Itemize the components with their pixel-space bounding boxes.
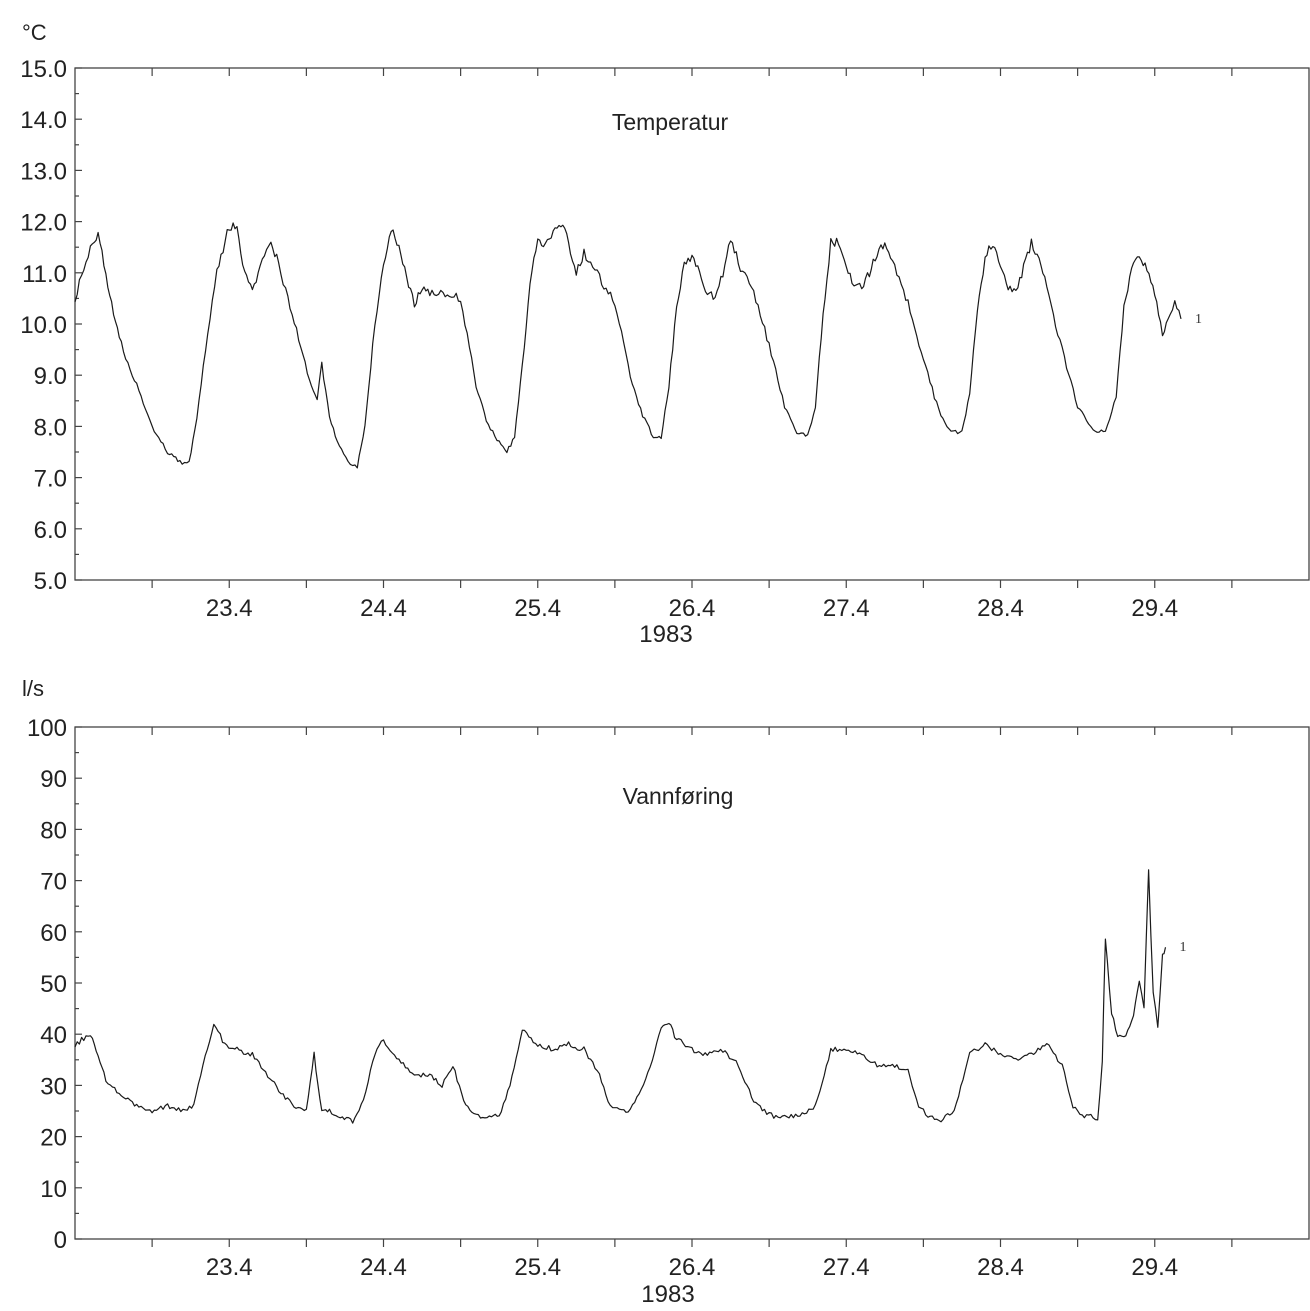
temperature-x-tick-label: 26.4 — [669, 595, 716, 622]
temperature-x-tick-label: 25.4 — [514, 595, 561, 622]
temperature-plot-frame — [74, 67, 1310, 581]
temperature-chart-title: Temperatur — [612, 109, 729, 135]
temperature-x-tick-label: 29.4 — [1131, 595, 1178, 622]
temperature-x-tick-label: 24.4 — [360, 595, 407, 622]
discharge-x-tick-label: 28.4 — [977, 1254, 1024, 1281]
discharge-y-tick-label: 50 — [40, 971, 67, 998]
discharge-chart: l/s Vannføring 0 10 20 30 40 50 60 70 80 90 100 23… — [22, 676, 1310, 1308]
temperature-x-tick-label: 28.4 — [977, 595, 1024, 622]
discharge-x-tick-label: 23.4 — [206, 1254, 253, 1281]
discharge-y-tick-label: 20 — [40, 1125, 67, 1152]
temperature-end-marker: 1 — [1195, 312, 1202, 327]
temperature-y-tick-label: 8.0 — [34, 414, 67, 441]
discharge-chart-title: Vannføring — [623, 783, 734, 809]
discharge-unit-label: l/s — [22, 676, 44, 701]
temperature-y-tick-label: 11.0 — [22, 261, 67, 288]
discharge-y-tick-label: 30 — [40, 1073, 67, 1100]
discharge-end-marker: 1 — [1180, 940, 1187, 955]
discharge-y-tick-label: 80 — [40, 817, 67, 844]
temperature-y-tick-label: 5.0 — [34, 568, 67, 595]
temperature-series-line — [74, 222, 1182, 469]
discharge-x-tick-label: 25.4 — [514, 1254, 561, 1281]
discharge-x-tick-label: 24.4 — [360, 1254, 407, 1281]
temperature-y-tick-label: 13.0 — [20, 158, 67, 185]
temperature-x-tick-label: 23.4 — [206, 595, 253, 622]
discharge-y-tick-label: 100 — [27, 715, 67, 742]
discharge-y-tick-label: 70 — [40, 869, 67, 896]
discharge-y-tick-label: 40 — [40, 1022, 67, 1049]
discharge-x-tick-label: 27.4 — [823, 1254, 870, 1281]
temperature-unit-label: °C — [22, 20, 47, 45]
temperature-y-axis: 5.0 6.0 7.0 8.0 9.0 10.0 11.0 12.0 13.0 14.0 15.0 — [20, 56, 82, 595]
discharge-y-axis: 0 10 20 30 40 50 60 70 80 90 100 — [27, 715, 82, 1254]
discharge-x-axis: 23.4 24.4 25.4 26.4 27.4 28.4 29.4 — [151, 727, 1233, 1281]
temperature-y-tick-label: 9.0 — [34, 363, 67, 390]
discharge-series-line — [74, 869, 1167, 1124]
discharge-y-tick-label: 0 — [54, 1227, 67, 1254]
temperature-y-tick-label: 12.0 — [20, 210, 67, 237]
discharge-x-axis-label: 1983 — [641, 1281, 694, 1308]
temperature-y-tick-label: 7.0 — [34, 466, 67, 493]
temperature-x-axis-label: 1983 — [639, 621, 692, 648]
discharge-y-tick-label: 90 — [40, 766, 67, 793]
discharge-y-tick-label: 60 — [40, 920, 67, 947]
temperature-y-tick-label: 6.0 — [34, 517, 67, 544]
discharge-x-tick-label: 26.4 — [669, 1254, 716, 1281]
temperature-chart: °C Temperatur 5.0 6.0 7.0 8.0 9.0 10.0 11.0 12.… — [20, 20, 1310, 648]
temperature-y-tick-label: 15.0 — [20, 56, 67, 83]
temperature-x-axis: 23.4 24.4 25.4 26.4 27.4 28.4 29.4 — [151, 68, 1233, 622]
temperature-y-tick-label: 14.0 — [20, 107, 67, 134]
temperature-y-tick-label: 10.0 — [20, 312, 67, 339]
discharge-x-tick-label: 29.4 — [1131, 1254, 1178, 1281]
temperature-x-tick-label: 27.4 — [823, 595, 870, 622]
discharge-y-tick-label: 10 — [40, 1176, 67, 1203]
